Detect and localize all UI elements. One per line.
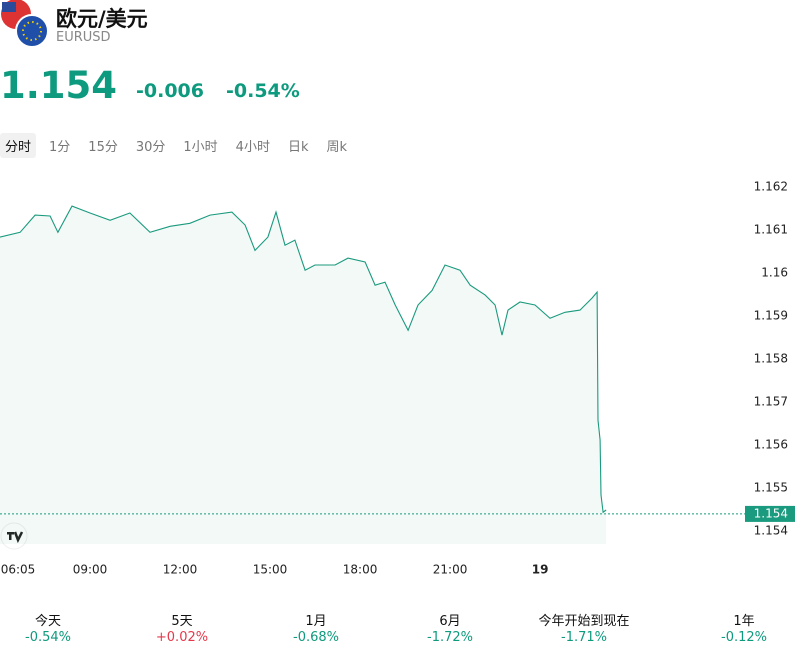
y-tick-label: 1.158 xyxy=(754,352,788,366)
x-tick-label: 12:00 xyxy=(163,563,198,577)
tab[interactable]: 15分 xyxy=(88,140,118,155)
chart: 1.162 1.161 1.16 1.159 1.158 1.157 1.156 1.155 1… xyxy=(0,180,795,577)
x-tick-label: 18:00 xyxy=(343,563,378,577)
current-price-label: 1.154 xyxy=(754,506,788,520)
x-tick-label: 06:05 xyxy=(1,563,36,577)
eu-stars xyxy=(22,21,42,41)
tv-logo xyxy=(0,522,28,550)
y-tick-label: 1.156 xyxy=(754,438,788,452)
period-change: -1.72% xyxy=(427,630,473,645)
y-tick-label: 1.155 xyxy=(754,481,788,495)
tabs: 分时 1分 15分 30分 1小时 4小时 日k 周k xyxy=(0,133,360,158)
y-tick-label: 1.16 xyxy=(761,266,788,280)
period-label: 1月 xyxy=(305,614,327,629)
y-tick-label: 1.157 xyxy=(754,395,788,409)
tab[interactable]: 1小时 xyxy=(183,140,218,155)
change: -0.006 xyxy=(136,80,204,102)
us-canton xyxy=(2,2,16,12)
area xyxy=(0,206,607,544)
y-tick-label: 1.162 xyxy=(754,180,788,194)
price: 1.154 xyxy=(0,64,118,107)
x-tick-label: 21:00 xyxy=(433,563,468,577)
y-tick-label: 1.154 xyxy=(754,524,788,538)
flag-icon xyxy=(1,0,49,48)
x-tick-label: 09:00 xyxy=(73,563,108,577)
x-tick-label: 15:00 xyxy=(253,563,288,577)
period-label: 1年 xyxy=(733,614,755,629)
tab[interactable]: 分时 xyxy=(0,133,37,158)
tab[interactable]: 30分 xyxy=(135,140,166,155)
y-tick-label: 1.161 xyxy=(754,223,788,237)
y-tick-label: 1.159 xyxy=(754,309,788,323)
period-change: -0.68% xyxy=(293,630,339,645)
period-change: +0.02% xyxy=(155,630,209,645)
current-price-box xyxy=(745,505,795,522)
tab[interactable]: 1分 xyxy=(49,140,71,155)
period-change: -0.12% xyxy=(721,630,767,645)
eu-flag xyxy=(15,14,49,48)
period-label: 5天 xyxy=(171,614,193,629)
period-label: 6月 xyxy=(439,614,461,629)
line xyxy=(0,205,607,514)
period-change: -1.71% xyxy=(561,630,607,645)
title: 欧元/美元 xyxy=(56,7,148,31)
symbol: EURUSD xyxy=(56,30,111,45)
x-tick-label: 19 xyxy=(532,563,549,577)
period-label: 今天 xyxy=(34,614,62,629)
tab[interactable]: 4小时 xyxy=(235,140,270,155)
tab[interactable]: 周k xyxy=(326,140,348,155)
period-change: -0.54% xyxy=(25,630,71,645)
tab[interactable]: 日k xyxy=(287,140,309,155)
period-label: 今年开始到现在 xyxy=(538,614,630,629)
change-pct: -0.54% xyxy=(226,80,300,102)
